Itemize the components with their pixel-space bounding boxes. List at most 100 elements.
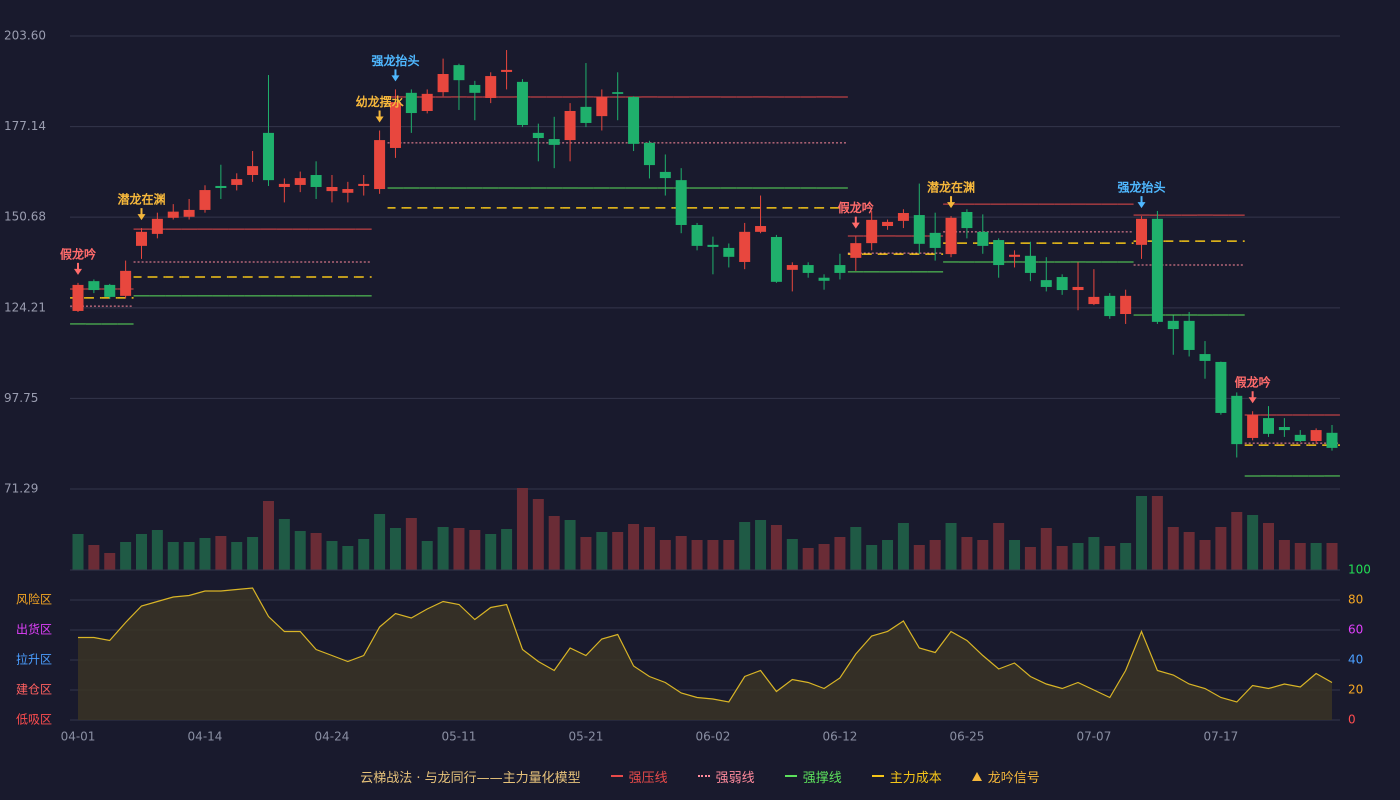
volume-bar (1136, 496, 1148, 570)
volume-bar (850, 527, 862, 570)
legend-item[interactable]: 强压线 (610, 767, 668, 786)
signal-arrow (1248, 391, 1257, 404)
y-tick-label: 150.68 (4, 210, 46, 224)
legend-item[interactable]: 主力成本 (871, 767, 942, 786)
legend-text: 主力成本 (889, 770, 942, 786)
legend-marker (697, 775, 710, 777)
candle-body (1040, 280, 1052, 287)
volume-bar (453, 528, 465, 570)
volume-bar (485, 534, 497, 570)
candle-body (532, 132, 544, 139)
volume-bar (1167, 527, 1179, 570)
y-tick-label: 97.75 (4, 391, 38, 405)
candle-body (231, 179, 243, 185)
signal-arrow (947, 196, 956, 209)
candle-body (929, 232, 941, 248)
candle-body (977, 231, 989, 246)
candle-body (167, 211, 179, 218)
indicator-tick-label: 100 (1348, 563, 1371, 577)
volume-bar (120, 542, 132, 570)
volume-bar (691, 540, 703, 570)
volume-bar (675, 536, 687, 570)
candle-body (1199, 354, 1211, 361)
signal-arrow (137, 208, 146, 221)
volume-bar (215, 536, 227, 570)
candle-body (834, 265, 846, 273)
candle-body (802, 265, 814, 273)
volume-bar (834, 537, 846, 570)
legend: 云梯战法 · 与龙同行——主力量化模型 强压线 强弱线 强撑线 主力成本 龙吟信号 (0, 766, 1400, 786)
candle-body (310, 175, 322, 187)
signal-label: 假龙吟 (1235, 375, 1271, 390)
volume-bar (818, 544, 830, 570)
signal-arrow (1137, 196, 1146, 209)
volume-bar (643, 527, 655, 570)
legend-marker (784, 775, 797, 777)
candle-body (659, 171, 671, 179)
volume-bar (262, 501, 274, 570)
volume-bar (358, 539, 370, 570)
candle-body (389, 102, 401, 148)
candle-body (707, 244, 719, 247)
candle-body (278, 183, 290, 187)
candle-body (643, 142, 655, 166)
candle-body (723, 247, 735, 257)
legend-marker (610, 775, 623, 777)
volume-bar (135, 534, 147, 570)
volume-bar (1199, 540, 1211, 570)
volume-bar (374, 514, 386, 570)
candle-body (1247, 415, 1259, 438)
candle-body (1136, 218, 1148, 245)
candle-body (786, 265, 798, 270)
candle-body (739, 231, 751, 262)
volume-bar (1247, 515, 1259, 570)
zone-label: 出货区 (16, 622, 52, 637)
candle-body (1024, 255, 1036, 273)
volume-bar (802, 548, 814, 570)
signal-arrow (391, 69, 400, 82)
legend-text: 强压线 (628, 770, 668, 786)
volume-bar (326, 541, 338, 570)
volume-bar (421, 541, 433, 570)
candle-body (1326, 432, 1338, 448)
volume-bar (199, 538, 211, 570)
zone-label: 建仓区 (16, 683, 52, 697)
volume-bar (104, 553, 116, 570)
candle-body (135, 231, 147, 246)
candle-body (199, 190, 211, 210)
candle-body (691, 224, 703, 246)
volume-bar (1040, 528, 1052, 570)
legend-item[interactable]: 强撑线 (784, 767, 842, 786)
volume-bar (882, 540, 894, 570)
candle-body (453, 65, 465, 81)
signal-label: 幼龙摆水 (356, 94, 405, 109)
volume-bar (437, 527, 449, 570)
candle-body (564, 110, 576, 141)
indicator-tick-label: 40 (1348, 653, 1363, 667)
candle-body (326, 186, 338, 192)
volume-bar (310, 533, 322, 570)
volume-bar (913, 545, 925, 570)
legend-item[interactable]: 龙吟信号 (971, 767, 1040, 786)
signal-label: 假龙吟 (838, 200, 874, 215)
candle-body (1231, 395, 1243, 445)
signal-label: 潜龙在渊 (927, 180, 975, 195)
volume-bar (167, 542, 179, 570)
volume-bar (961, 537, 973, 570)
volume-bar (866, 545, 878, 570)
candle-body (215, 185, 227, 189)
volume-bar (1183, 532, 1195, 570)
candle-body (993, 240, 1005, 266)
candle-body (374, 140, 386, 190)
signal-arrow (851, 216, 860, 229)
candle-body (612, 92, 624, 94)
legend-item[interactable]: 强弱线 (697, 767, 755, 786)
volume-bar (786, 539, 798, 570)
candle-body (1310, 430, 1322, 442)
volume-bar (580, 537, 592, 570)
volume-bar (612, 532, 624, 570)
candle-body (294, 178, 306, 185)
candle-body (818, 277, 830, 281)
legend-text: 龙吟信号 (987, 770, 1040, 786)
volume-bar (183, 542, 195, 570)
